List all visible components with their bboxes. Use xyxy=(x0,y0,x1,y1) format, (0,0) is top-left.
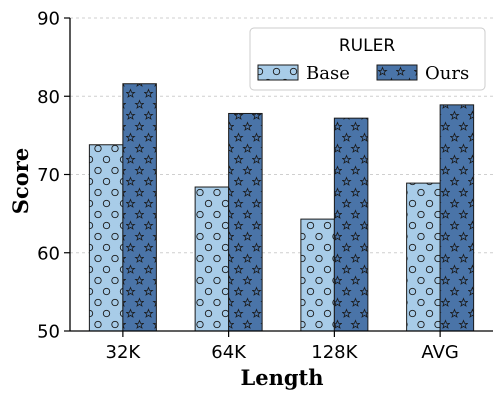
bars xyxy=(88,83,475,332)
legend-frame xyxy=(249,27,486,91)
grid-lines xyxy=(70,17,493,254)
y-tick-label: 80 xyxy=(37,87,60,108)
legend-label-base: Base xyxy=(306,63,350,84)
y-tick-label: 60 xyxy=(37,243,60,264)
x-ticks: 32K 64K 128K AVG xyxy=(106,331,459,363)
bar-ours-64k xyxy=(228,112,263,332)
x-axis-label: Length xyxy=(240,365,323,390)
y-ticks: 50 60 70 80 90 xyxy=(37,9,70,343)
legend: RULER Base Ours xyxy=(249,27,486,91)
y-tick-label: 50 xyxy=(37,322,60,343)
bar-ours-avg xyxy=(439,104,475,332)
legend-title: RULER xyxy=(339,36,395,56)
bar-ours-128k xyxy=(333,117,369,332)
bar-base-128k xyxy=(300,218,335,332)
x-tick-label: AVG xyxy=(421,342,458,363)
x-tick-label: 128K xyxy=(311,342,358,363)
x-tick-label: 64K xyxy=(211,342,247,363)
bar-base-avg xyxy=(406,182,441,332)
bar-base-64k xyxy=(194,186,230,332)
y-axis-label: Score xyxy=(8,148,33,214)
x-tick-label: 32K xyxy=(106,342,142,363)
y-tick-label: 70 xyxy=(37,165,60,186)
bar-base-32k xyxy=(88,144,124,332)
legend-swatch-base xyxy=(257,64,299,81)
bar-ours-32k xyxy=(122,83,157,332)
y-tick-label: 90 xyxy=(37,9,60,30)
legend-label-ours: Ours xyxy=(425,63,469,84)
legend-swatch-ours xyxy=(376,64,418,81)
